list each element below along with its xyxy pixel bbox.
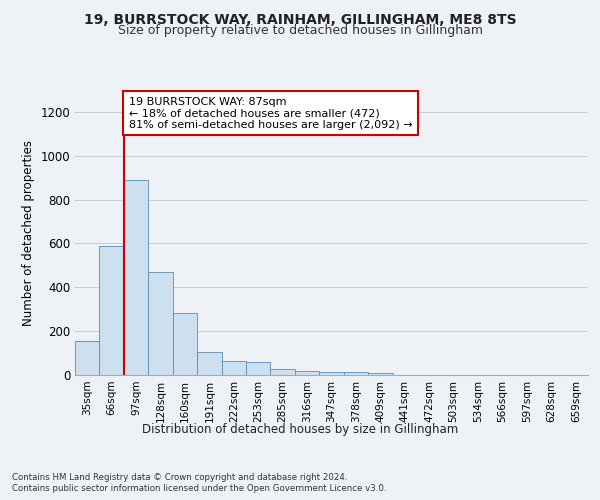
Bar [368, 372, 392, 375]
Bar [100, 246, 124, 375]
Y-axis label: Number of detached properties: Number of detached properties [22, 140, 35, 326]
Bar [295, 370, 319, 375]
Text: 19, BURRSTOCK WAY, RAINHAM, GILLINGHAM, ME8 8TS: 19, BURRSTOCK WAY, RAINHAM, GILLINGHAM, … [83, 12, 517, 26]
Bar [344, 372, 368, 375]
Text: Size of property relative to detached houses in Gillingham: Size of property relative to detached ho… [118, 24, 482, 37]
Bar [271, 369, 295, 375]
Bar [197, 352, 221, 375]
Bar [221, 362, 246, 375]
Bar [124, 180, 148, 375]
Bar [246, 362, 271, 375]
Text: Distribution of detached houses by size in Gillingham: Distribution of detached houses by size … [142, 422, 458, 436]
Bar [75, 341, 100, 375]
Bar [173, 312, 197, 375]
Text: 19 BURRSTOCK WAY: 87sqm
← 18% of detached houses are smaller (472)
81% of semi-d: 19 BURRSTOCK WAY: 87sqm ← 18% of detache… [129, 96, 412, 130]
Text: Contains public sector information licensed under the Open Government Licence v3: Contains public sector information licen… [12, 484, 386, 493]
Text: Contains HM Land Registry data © Crown copyright and database right 2024.: Contains HM Land Registry data © Crown c… [12, 472, 347, 482]
Bar [148, 272, 173, 375]
Bar [319, 372, 344, 375]
